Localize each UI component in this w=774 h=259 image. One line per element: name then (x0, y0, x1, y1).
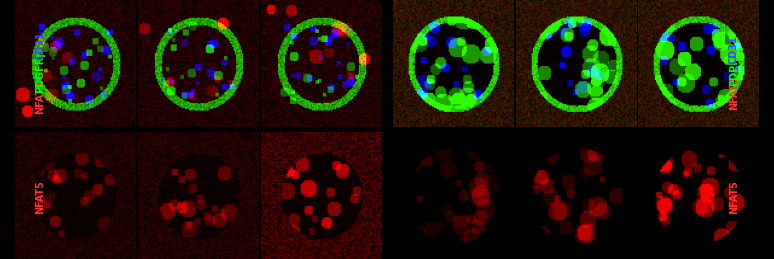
Text: CD31: CD31 (36, 31, 45, 60)
Text: NFAT5: NFAT5 (36, 180, 45, 214)
Text: NFAT5: NFAT5 (729, 180, 738, 214)
Text: PDPN: PDPN (729, 55, 738, 86)
Text: CD31: CD31 (729, 35, 738, 64)
Text: NFAT5: NFAT5 (36, 81, 45, 114)
Text: PDGFRβ: PDGFRβ (36, 48, 45, 93)
Text: NFAT5: NFAT5 (729, 76, 738, 110)
